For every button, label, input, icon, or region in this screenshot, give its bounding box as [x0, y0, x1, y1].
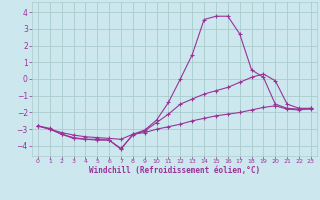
- X-axis label: Windchill (Refroidissement éolien,°C): Windchill (Refroidissement éolien,°C): [89, 166, 260, 175]
